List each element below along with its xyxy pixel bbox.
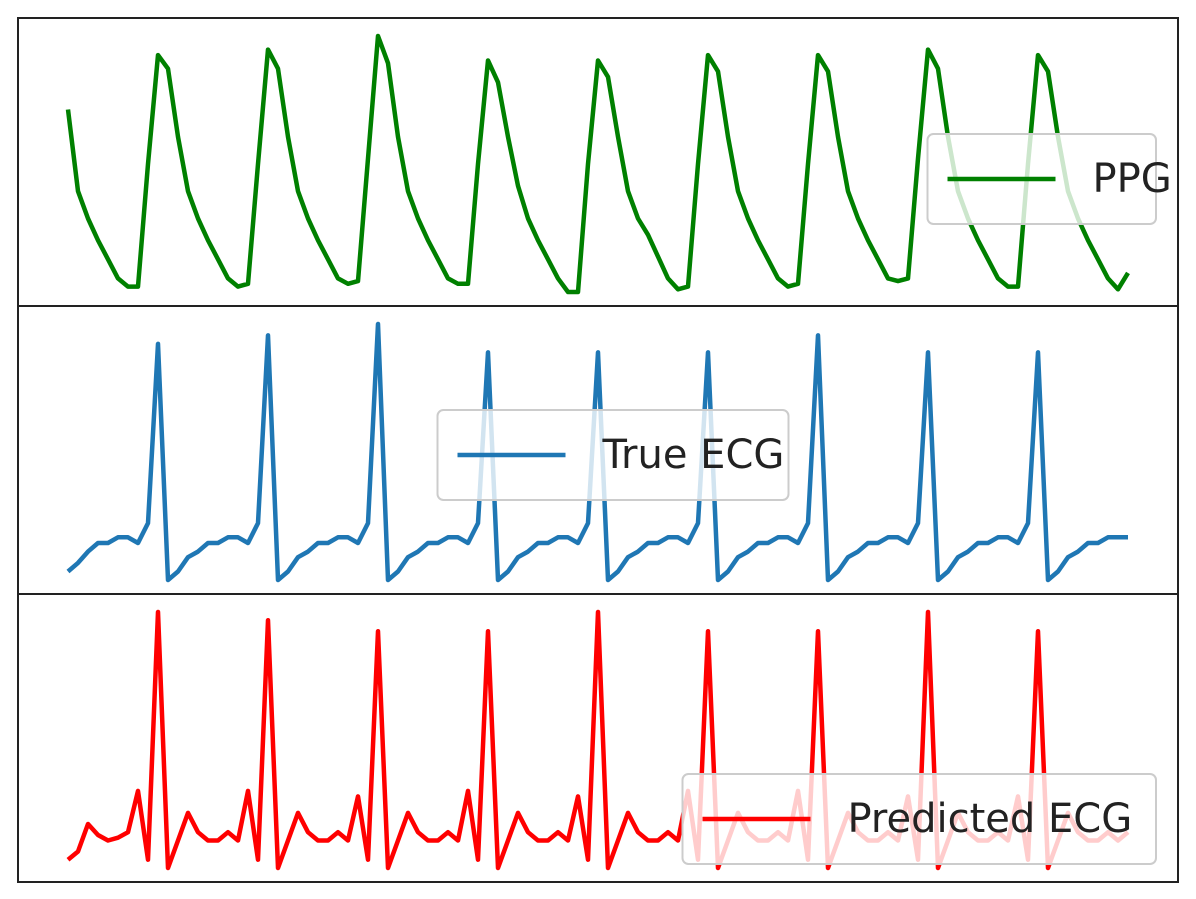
legend-label: True ECG bbox=[602, 432, 785, 478]
data-line bbox=[66, 321, 1128, 583]
legend-label: Predicted ECG bbox=[848, 796, 1133, 842]
legend-label: PPG bbox=[1093, 156, 1172, 202]
legend-box bbox=[681, 773, 1157, 865]
legend-box bbox=[436, 409, 790, 501]
